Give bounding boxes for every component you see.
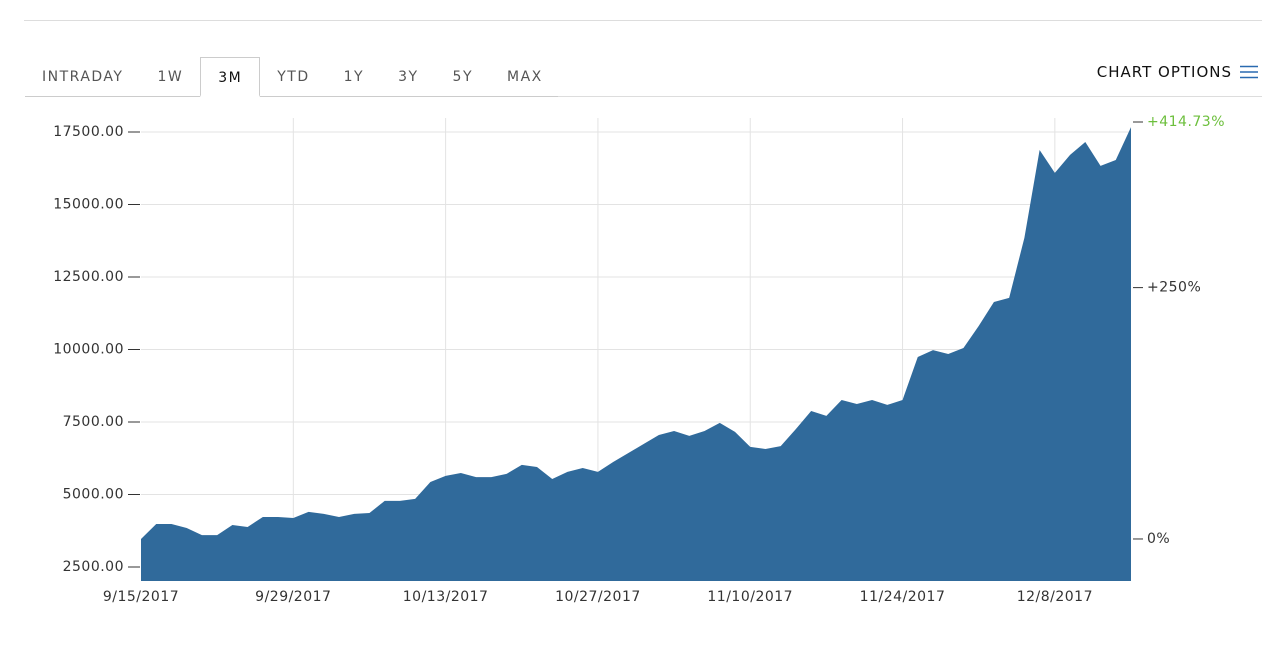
- range-tabs: INTRADAY 1W 3M YTD 1Y 3Y 5Y MAX: [25, 57, 558, 97]
- divider: [24, 20, 1262, 21]
- chart-options-label[interactable]: CHART OPTIONS: [1096, 63, 1232, 81]
- y-tick-label: 10000.00: [53, 342, 124, 358]
- divider: [558, 96, 1262, 97]
- menu-icon[interactable]: [1240, 65, 1258, 79]
- range-tab[interactable]: YTD: [277, 69, 310, 85]
- range-tab[interactable]: 3Y: [398, 69, 419, 85]
- y-tick-label: 15000.00: [53, 197, 124, 213]
- x-tick-label: 9/15/2017: [103, 589, 179, 605]
- x-tick-label: 12/8/2017: [1017, 589, 1093, 605]
- x-tick-label: 11/10/2017: [707, 589, 793, 605]
- x-tick-label: 10/13/2017: [403, 589, 489, 605]
- area: [141, 127, 1131, 582]
- y-tick-label: 12500.00: [53, 269, 124, 285]
- x-tick-label: 10/27/2017: [555, 589, 641, 605]
- x-tick-label: 9/29/2017: [255, 589, 331, 605]
- range-tab[interactable]: MAX: [507, 69, 543, 85]
- chart-options[interactable]: CHART OPTIONS: [1097, 63, 1258, 81]
- range-tab[interactable]: 3M: [200, 57, 261, 97]
- y-tick-label: 2500.00: [63, 559, 124, 575]
- range-tab[interactable]: INTRADAY: [42, 69, 124, 85]
- y-tick-label: 5000.00: [63, 486, 124, 502]
- range-tab[interactable]: 1Y: [343, 69, 365, 85]
- range-tab[interactable]: 5Y: [452, 69, 474, 85]
- x-tick-label: 11/24/2017: [860, 589, 946, 605]
- change-label: +414.73%: [1147, 114, 1225, 130]
- range-tab[interactable]: 1W: [157, 69, 184, 85]
- y2-tick-label: +250%: [1147, 280, 1201, 296]
- y2-tick-label: 0%: [1147, 531, 1170, 547]
- y-tick-label: 7500.00: [63, 414, 124, 430]
- y-tick-label: 17500.00: [53, 124, 124, 140]
